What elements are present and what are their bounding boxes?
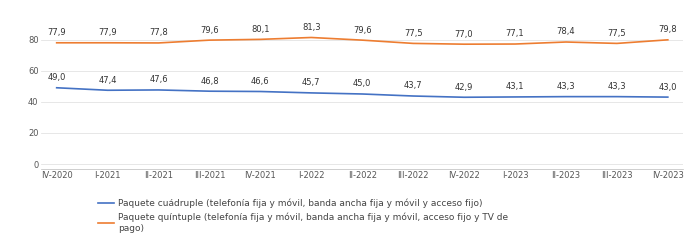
Text: 77,5: 77,5 xyxy=(404,29,422,38)
Text: 77,9: 77,9 xyxy=(98,28,117,37)
Text: 43,1: 43,1 xyxy=(506,82,524,91)
Text: 80,1: 80,1 xyxy=(251,25,270,34)
Text: 49,0: 49,0 xyxy=(48,73,66,82)
Text: 43,3: 43,3 xyxy=(608,82,627,91)
Text: 77,0: 77,0 xyxy=(455,30,473,39)
Text: 46,6: 46,6 xyxy=(251,77,270,86)
Text: 43,0: 43,0 xyxy=(658,83,677,92)
Text: 77,5: 77,5 xyxy=(608,29,627,38)
Text: 43,7: 43,7 xyxy=(404,81,422,90)
Text: 43,3: 43,3 xyxy=(557,82,575,91)
Text: 78,4: 78,4 xyxy=(557,27,575,36)
Text: 42,9: 42,9 xyxy=(455,83,473,92)
Text: 79,6: 79,6 xyxy=(353,26,371,34)
Text: 77,9: 77,9 xyxy=(48,28,66,37)
Text: 46,8: 46,8 xyxy=(200,77,219,86)
Text: 79,6: 79,6 xyxy=(200,26,219,34)
Text: 47,4: 47,4 xyxy=(99,76,117,85)
Text: 47,6: 47,6 xyxy=(149,75,168,84)
Text: 45,7: 45,7 xyxy=(302,78,321,87)
Text: 81,3: 81,3 xyxy=(302,23,321,32)
Text: 77,8: 77,8 xyxy=(149,28,168,37)
Text: 79,8: 79,8 xyxy=(658,25,677,34)
Text: 45,0: 45,0 xyxy=(353,80,371,88)
Text: 77,1: 77,1 xyxy=(506,29,524,39)
Legend: Paquete cuádruple (telefonía fija y móvil, banda ancha fija y móvil y acceso fij: Paquete cuádruple (telefonía fija y móvi… xyxy=(95,195,511,236)
